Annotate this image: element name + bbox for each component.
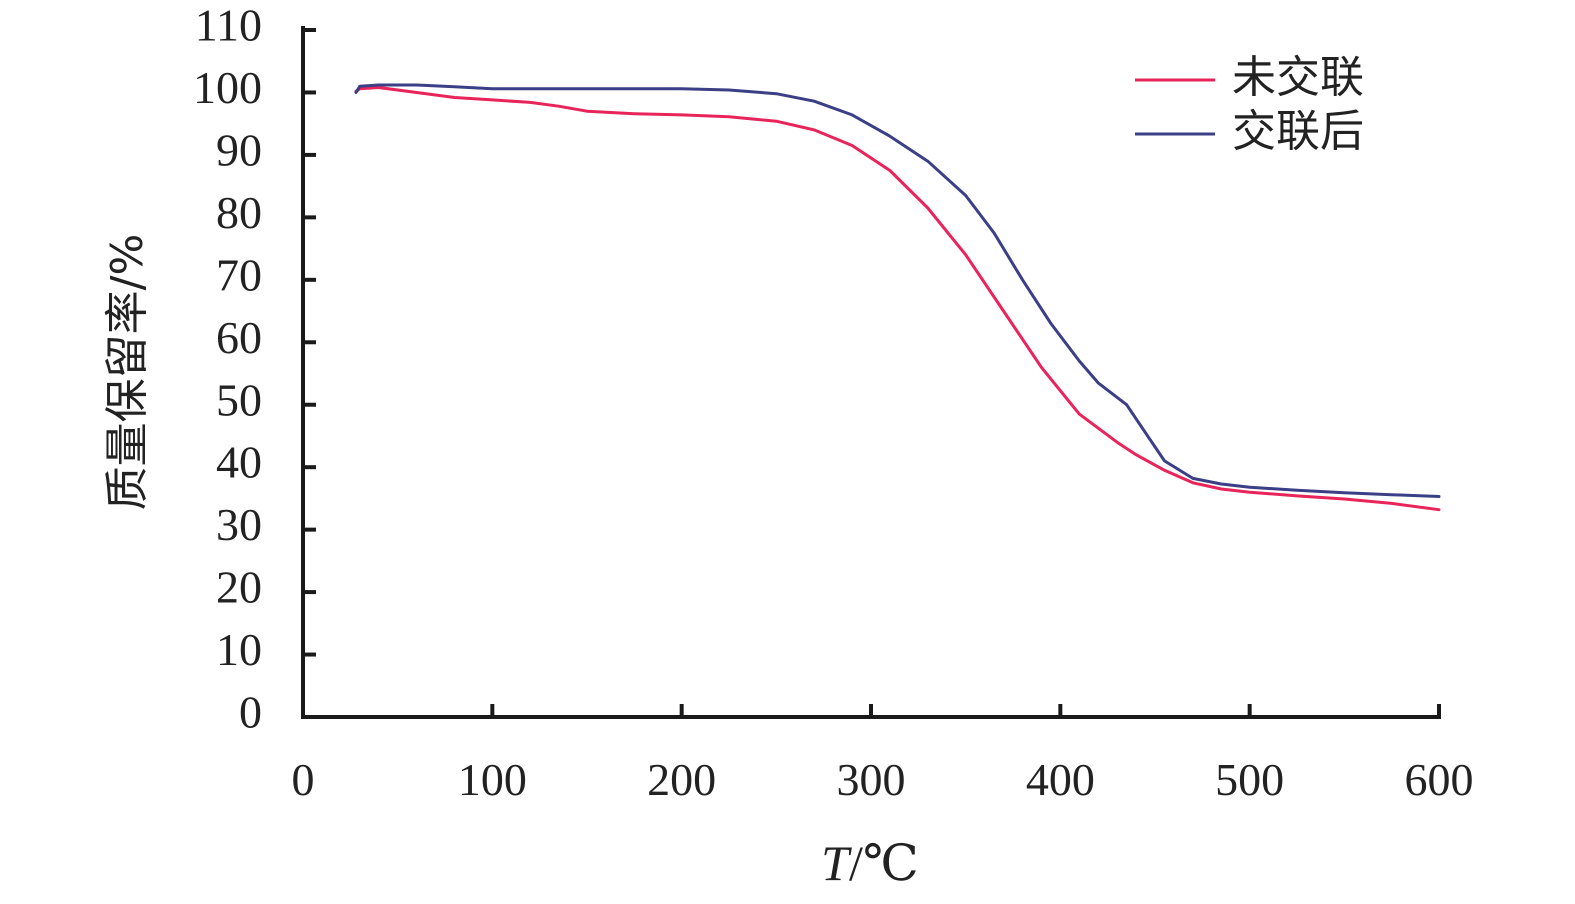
x-tick-label: 600 — [1405, 754, 1474, 805]
legend: 未交联 交联后 — [1135, 52, 1364, 157]
series-line-crosslinked — [354, 83, 1441, 498]
y-tick-label: 90 — [216, 124, 262, 175]
x-tick-label: 300 — [837, 754, 906, 805]
y-tick-label: 60 — [216, 312, 262, 363]
x-axis-ticks: 0 100 200 300 400 500 600 — [292, 704, 1474, 805]
x-tick-label: 200 — [647, 754, 716, 805]
y-tick-label: 40 — [216, 437, 262, 488]
y-tick-label: 80 — [216, 187, 262, 238]
y-tick-label: 50 — [216, 374, 262, 425]
y-tick-label: 70 — [216, 249, 262, 300]
x-tick-label: 0 — [292, 754, 315, 805]
x-tick-label: 400 — [1026, 754, 1095, 805]
y-tick-label: 10 — [216, 624, 262, 675]
legend-label-uncrosslinked: 未交联 — [1232, 52, 1364, 103]
y-axis-ticks: 0 10 20 30 40 50 60 70 80 90 100 110 — [193, 0, 316, 738]
x-axis-title-unit: /℃ — [849, 835, 919, 891]
y-tick-label: 30 — [216, 499, 262, 550]
y-tick-label: 0 — [239, 687, 262, 738]
series-line-uncrosslinked — [354, 86, 1441, 512]
x-tick-label: 100 — [458, 754, 527, 805]
y-tick-label: 100 — [193, 62, 262, 113]
legend-label-crosslinked: 交联后 — [1232, 106, 1364, 157]
y-tick-label: 110 — [195, 0, 262, 51]
x-axis-title-variable: T — [821, 835, 852, 891]
y-axis-title: 质量保留率/% — [102, 234, 153, 511]
plot-area — [354, 83, 1441, 512]
y-tick-label: 20 — [216, 562, 262, 613]
x-axis-title: T/℃ — [821, 835, 919, 891]
x-tick-label: 500 — [1215, 754, 1284, 805]
